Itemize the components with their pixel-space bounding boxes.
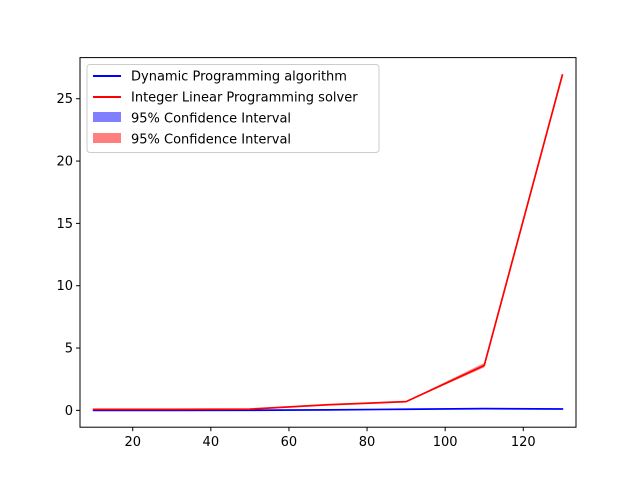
x-axis: 20 40 60 80 100 120 xyxy=(124,427,536,450)
x-tick-label: 20 xyxy=(124,435,141,450)
y-tick-label: 15 xyxy=(56,217,73,232)
legend-label-ilp-ci: 95% Confidence Interval xyxy=(131,133,291,148)
legend-label-dp-ci: 95% Confidence Interval xyxy=(131,112,291,127)
legend: Dynamic Programming algorithm Integer Li… xyxy=(86,64,380,153)
series-lines xyxy=(92,74,564,412)
plot-frame xyxy=(79,57,577,428)
legend-box xyxy=(86,64,380,153)
x-tick-label: 40 xyxy=(203,435,220,450)
y-tick-label: 20 xyxy=(56,155,73,170)
legend-label-ilp: Integer Linear Programming solver xyxy=(131,91,358,106)
legend-label-dp: Dynamic Programming algorithm xyxy=(131,70,347,85)
y-tick-label: 5 xyxy=(65,342,73,357)
legend-patch-ilp-ci xyxy=(93,133,121,143)
series-line-1 xyxy=(92,74,564,411)
x-tick-label: 100 xyxy=(433,435,458,450)
y-axis: 0 5 10 15 20 25 xyxy=(56,92,80,419)
x-tick-label: 60 xyxy=(281,435,298,450)
x-tick-label: 80 xyxy=(359,435,376,450)
x-tick-label: 120 xyxy=(511,435,536,450)
legend-patch-dp-ci xyxy=(93,112,121,122)
y-tick-label: 10 xyxy=(56,279,73,294)
y-tick-label: 0 xyxy=(65,404,73,419)
y-tick-label: 25 xyxy=(56,92,73,107)
series-line-0 xyxy=(92,407,564,412)
